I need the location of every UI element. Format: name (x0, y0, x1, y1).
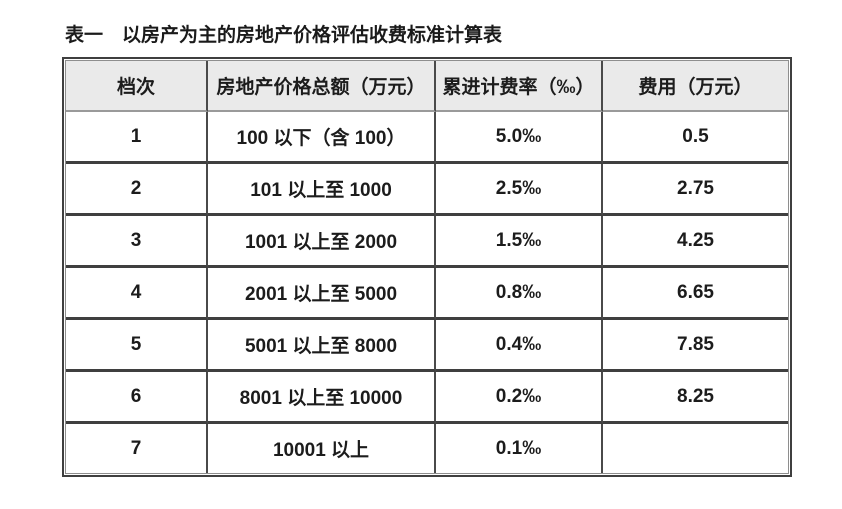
cell-range: 100 以下（含 100） (208, 112, 436, 164)
cell-fee: 6.65 (603, 268, 788, 320)
cell-fee: 0.5 (603, 112, 788, 164)
table-row: 5 5001 以上至 8000 0.4‰ 7.85 (66, 320, 788, 372)
cell-range: 101 以上至 1000 (208, 164, 436, 216)
cell-rate: 2.5‰ (436, 164, 603, 216)
cell-grade: 3 (66, 216, 208, 268)
cell-range: 10001 以上 (208, 424, 436, 473)
cell-grade: 6 (66, 372, 208, 424)
cell-range: 8001 以上至 10000 (208, 372, 436, 424)
cell-grade: 5 (66, 320, 208, 372)
table-row: 6 8001 以上至 10000 0.2‰ 8.25 (66, 372, 788, 424)
cell-grade: 2 (66, 164, 208, 216)
fee-table-container: 档次 房地产价格总额（万元） 累进计费率（‰） 费用（万元） 1 100 以下（… (62, 57, 792, 477)
cell-fee: 7.85 (603, 320, 788, 372)
cell-grade: 1 (66, 112, 208, 164)
cell-range: 2001 以上至 5000 (208, 268, 436, 320)
cell-rate: 0.2‰ (436, 372, 603, 424)
column-header-grade: 档次 (66, 61, 208, 112)
table-row: 1 100 以下（含 100） 5.0‰ 0.5 (66, 112, 788, 164)
fee-table: 档次 房地产价格总额（万元） 累进计费率（‰） 费用（万元） 1 100 以下（… (65, 60, 789, 474)
cell-range: 1001 以上至 2000 (208, 216, 436, 268)
column-header-price-total: 房地产价格总额（万元） (208, 61, 436, 112)
cell-rate: 1.5‰ (436, 216, 603, 268)
column-header-rate: 累进计费率（‰） (436, 61, 603, 112)
table-row: 3 1001 以上至 2000 1.5‰ 4.25 (66, 216, 788, 268)
cell-fee (603, 424, 788, 473)
cell-rate: 0.8‰ (436, 268, 603, 320)
column-header-fee: 费用（万元） (603, 61, 788, 112)
header-row: 档次 房地产价格总额（万元） 累进计费率（‰） 费用（万元） (66, 61, 788, 112)
cell-fee: 8.25 (603, 372, 788, 424)
table-row: 4 2001 以上至 5000 0.8‰ 6.65 (66, 268, 788, 320)
cell-grade: 7 (66, 424, 208, 473)
table-row: 7 10001 以上 0.1‰ (66, 424, 788, 473)
cell-grade: 4 (66, 268, 208, 320)
fee-table-header: 档次 房地产价格总额（万元） 累进计费率（‰） 费用（万元） (66, 61, 788, 112)
cell-rate: 0.1‰ (436, 424, 603, 473)
cell-range: 5001 以上至 8000 (208, 320, 436, 372)
fee-table-body: 1 100 以下（含 100） 5.0‰ 0.5 2 101 以上至 1000 … (66, 112, 788, 473)
table-title: 表一 以房产为主的房地产价格评估收费标准计算表 (65, 25, 503, 46)
cell-fee: 4.25 (603, 216, 788, 268)
table-row: 2 101 以上至 1000 2.5‰ 2.75 (66, 164, 788, 216)
cell-rate: 0.4‰ (436, 320, 603, 372)
cell-fee: 2.75 (603, 164, 788, 216)
cell-rate: 5.0‰ (436, 112, 603, 164)
